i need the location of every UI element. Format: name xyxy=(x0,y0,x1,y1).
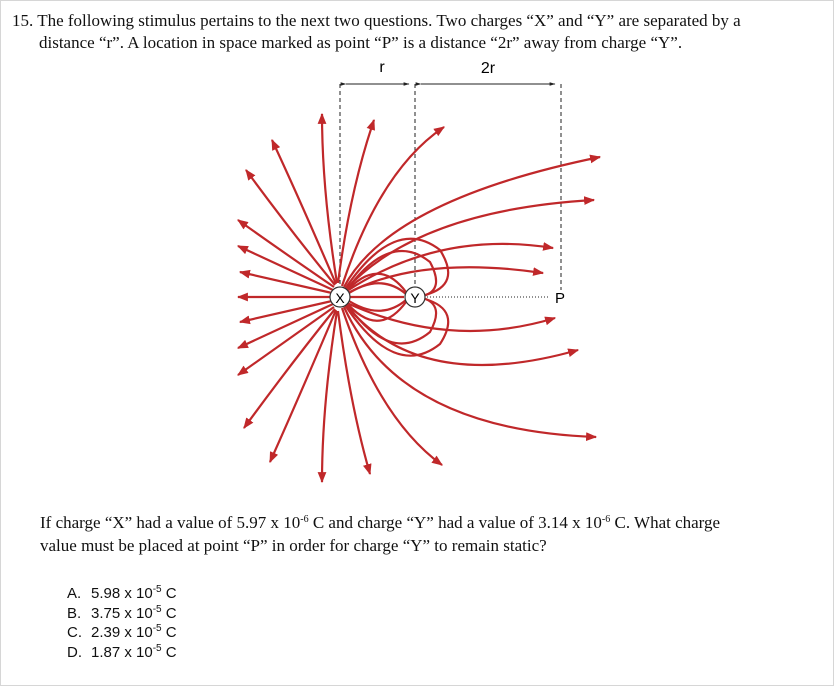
field-diagram: X Y r 2r P xyxy=(236,59,602,484)
prompt-exponent-1: -6 xyxy=(300,514,309,525)
field-line xyxy=(344,272,407,294)
field-line xyxy=(345,249,438,298)
answer-options: A. 5.98 x 10-5 C B. 3.75 x 10-5 C C. 2.39 x… xyxy=(67,584,177,662)
field-line xyxy=(243,308,336,429)
charge-y: Y xyxy=(404,286,426,308)
prompt-line-2: value must be placed at point “P” in ord… xyxy=(40,536,547,555)
field-line xyxy=(346,301,557,333)
field-line xyxy=(344,237,450,297)
question-stem: 15. The following stimulus pertains to t… xyxy=(12,10,812,54)
field-line xyxy=(344,300,407,322)
field-line xyxy=(344,297,450,357)
prompt-text-3: C. What charge xyxy=(610,513,721,532)
option-value: 5.98 x 10 xyxy=(91,585,153,602)
field-line xyxy=(271,139,338,285)
option-letter: D. xyxy=(67,643,82,661)
field-line xyxy=(340,126,445,287)
option-value: 2.39 x 10 xyxy=(91,624,153,641)
field-line xyxy=(345,196,596,290)
charge-y-label: Y xyxy=(410,290,420,306)
field-line xyxy=(340,307,443,466)
field-line xyxy=(346,242,555,292)
option-a[interactable]: A. 5.98 x 10-5 C xyxy=(67,584,177,604)
option-exponent: -5 xyxy=(152,603,162,615)
option-value: 3.75 x 10 xyxy=(91,604,153,622)
option-value: 1.87 x 10 xyxy=(91,643,153,661)
option-exponent: -5 xyxy=(152,642,162,654)
question-number: 15. xyxy=(12,11,34,30)
field-line xyxy=(336,310,372,476)
field-line xyxy=(245,169,336,286)
field-line xyxy=(237,219,335,288)
question-prompt: If charge “X” had a value of 5.97 x 10-6… xyxy=(40,511,810,557)
option-letter: C. xyxy=(67,624,82,641)
field-line xyxy=(347,266,545,294)
option-unit: C xyxy=(161,624,177,641)
point-p-label: P xyxy=(555,290,565,307)
prompt-exponent-2: -6 xyxy=(601,514,611,525)
field-line xyxy=(317,112,339,284)
prompt-text-2: C and charge “Y” had a value of 3.14 x 1… xyxy=(308,513,602,532)
option-unit: C xyxy=(161,643,177,661)
field-line xyxy=(342,306,598,442)
field-line xyxy=(268,309,338,464)
field-line xyxy=(336,118,376,284)
field-line xyxy=(317,310,339,484)
option-unit: C xyxy=(161,585,177,602)
charge-x: X xyxy=(329,286,351,308)
label-2r: 2r xyxy=(481,60,496,77)
field-line xyxy=(345,304,580,367)
stem-line-2: distance “r”. A location in space marked… xyxy=(39,33,683,52)
dimension-markers xyxy=(339,82,562,298)
option-letter: A. xyxy=(67,585,82,602)
field-line xyxy=(237,245,334,291)
option-letter: B. xyxy=(67,604,82,622)
field-lines xyxy=(236,112,602,484)
option-exponent: -5 xyxy=(152,623,162,634)
prompt-text-1: If charge “X” had a value of 5.97 x 10 xyxy=(40,513,301,532)
field-line xyxy=(343,154,602,288)
field-line xyxy=(237,306,335,376)
field-line xyxy=(345,282,407,296)
field-line xyxy=(345,298,407,312)
charge-x-label: X xyxy=(335,290,345,306)
option-exponent: -5 xyxy=(152,584,162,595)
option-b[interactable]: B. 3.75 x 10-5 C xyxy=(67,604,177,624)
option-c[interactable]: C. 2.39 x 10-5 C xyxy=(67,623,177,643)
stem-line-1: The following stimulus pertains to the n… xyxy=(37,11,741,30)
field-line xyxy=(238,299,333,325)
option-d[interactable]: D. 1.87 x 10-5 C xyxy=(67,643,177,663)
field-line xyxy=(237,303,334,349)
field-line xyxy=(238,269,333,295)
field-line xyxy=(345,296,438,345)
option-unit: C xyxy=(161,604,177,622)
label-r: r xyxy=(379,59,385,76)
